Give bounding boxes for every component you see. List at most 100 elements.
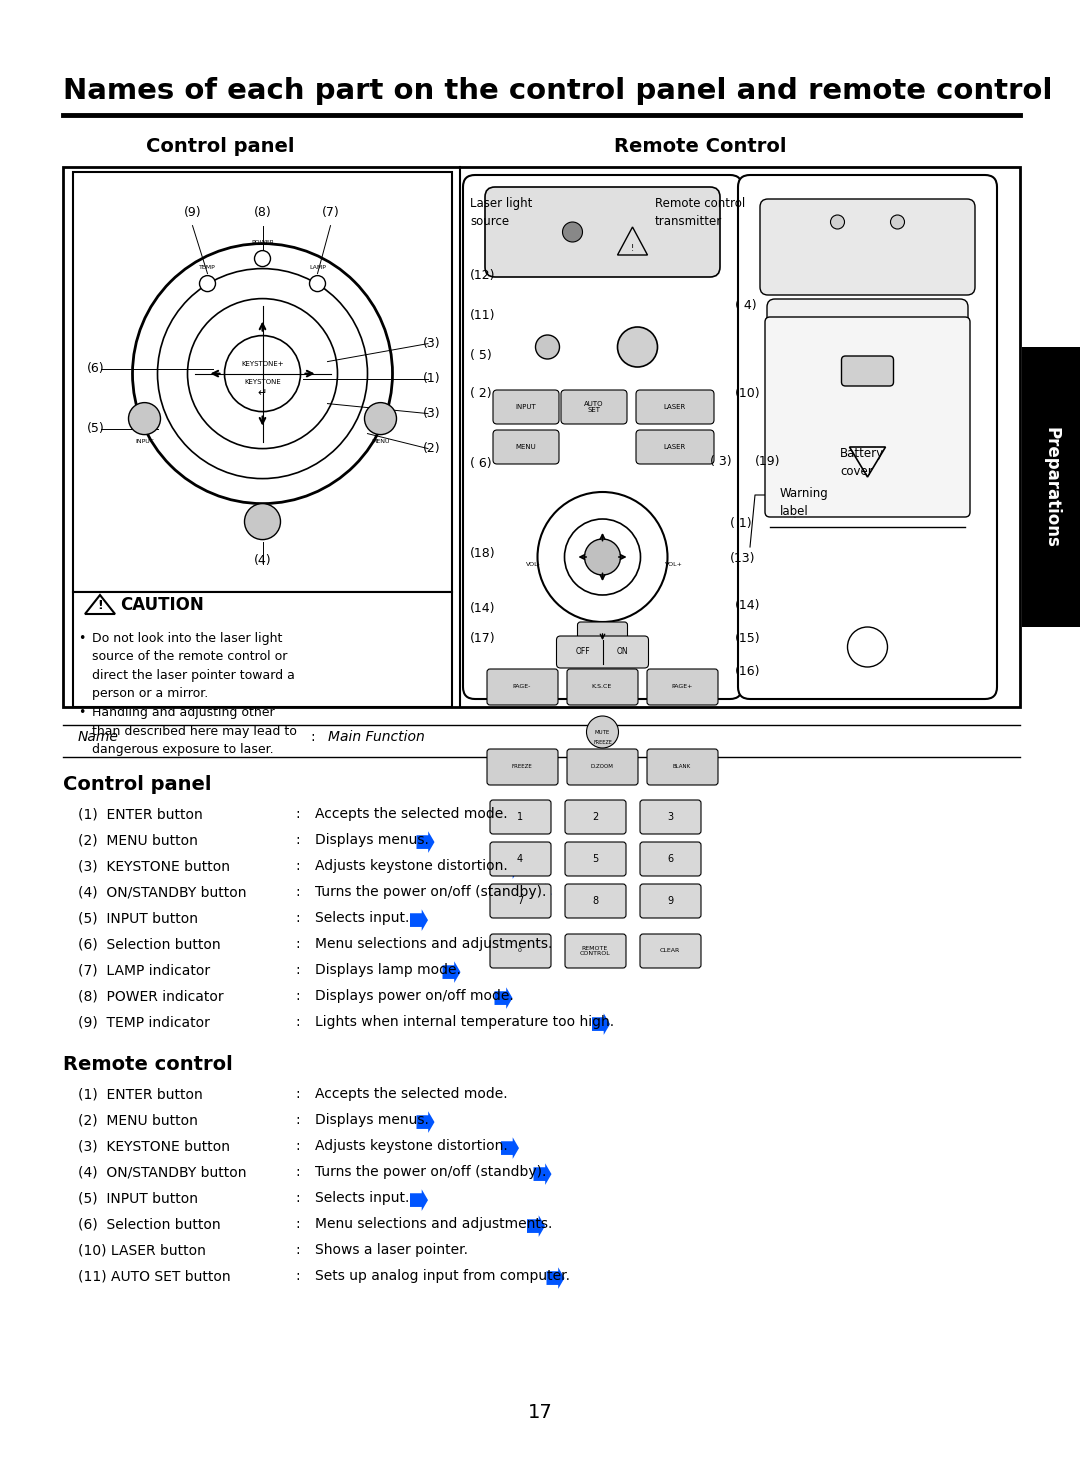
Text: 3: 3 xyxy=(667,813,673,822)
Text: ↵: ↵ xyxy=(258,389,267,399)
Text: LASER: LASER xyxy=(664,403,686,409)
FancyBboxPatch shape xyxy=(561,390,627,424)
Circle shape xyxy=(365,402,396,434)
FancyBboxPatch shape xyxy=(463,175,742,698)
Text: ( 1): ( 1) xyxy=(730,516,752,530)
Text: (1)  ENTER button: (1) ENTER button xyxy=(78,1087,203,1102)
FancyBboxPatch shape xyxy=(490,842,551,876)
Text: ( 5): ( 5) xyxy=(470,349,491,362)
Text: INPUT: INPUT xyxy=(135,439,153,443)
Text: :: : xyxy=(295,1113,299,1127)
Polygon shape xyxy=(534,1163,552,1185)
Bar xyxy=(63,167,1020,707)
Text: Remote control: Remote control xyxy=(63,1055,233,1074)
Text: (17): (17) xyxy=(470,632,496,645)
Text: !: ! xyxy=(631,244,634,252)
Text: MENU: MENU xyxy=(515,445,537,450)
Text: •: • xyxy=(78,632,85,645)
Text: :: : xyxy=(310,731,314,744)
Text: (3): (3) xyxy=(422,337,440,351)
Text: KEYSTONE: KEYSTONE xyxy=(244,378,281,384)
Text: (7): (7) xyxy=(322,205,339,219)
Text: (14): (14) xyxy=(735,599,760,612)
FancyBboxPatch shape xyxy=(841,356,893,386)
Text: CAUTION: CAUTION xyxy=(120,596,204,615)
Text: !: ! xyxy=(97,599,103,612)
Text: (11) AUTO SET button: (11) AUTO SET button xyxy=(78,1269,231,1284)
Text: ( 4): ( 4) xyxy=(735,299,757,312)
Text: :: : xyxy=(295,911,299,926)
Text: TEMP: TEMP xyxy=(199,264,216,270)
Text: (5)  INPUT button: (5) INPUT button xyxy=(78,911,198,926)
Polygon shape xyxy=(410,910,428,932)
Polygon shape xyxy=(546,1267,565,1289)
FancyBboxPatch shape xyxy=(567,750,638,785)
Text: :: : xyxy=(295,833,299,846)
Bar xyxy=(1022,348,1080,626)
Polygon shape xyxy=(495,987,513,1009)
Text: Accepts the selected mode.: Accepts the selected mode. xyxy=(315,807,508,822)
FancyBboxPatch shape xyxy=(487,669,558,706)
FancyBboxPatch shape xyxy=(490,885,551,918)
Text: (1): (1) xyxy=(422,373,440,386)
Text: :: : xyxy=(295,1218,299,1231)
Text: (3)  KEYSTONE button: (3) KEYSTONE button xyxy=(78,860,230,873)
Text: Turns the power on/off (standby).: Turns the power on/off (standby). xyxy=(315,1165,546,1179)
FancyBboxPatch shape xyxy=(492,430,559,464)
Text: :: : xyxy=(295,860,299,873)
Text: 0: 0 xyxy=(518,949,522,954)
Text: Battery: Battery xyxy=(840,447,885,461)
Text: Selects input.: Selects input. xyxy=(315,911,409,926)
Polygon shape xyxy=(534,883,552,905)
Text: direct the laser pointer toward a: direct the laser pointer toward a xyxy=(92,669,295,682)
Text: :: : xyxy=(295,1165,299,1179)
FancyBboxPatch shape xyxy=(565,800,626,835)
Text: (14): (14) xyxy=(470,601,496,615)
Text: (4)  ON/STANDBY button: (4) ON/STANDBY button xyxy=(78,885,246,899)
Text: Handling and adjusting other: Handling and adjusting other xyxy=(92,706,274,719)
Text: Lights when internal temperature too high.: Lights when internal temperature too hig… xyxy=(315,1015,615,1028)
Text: (6)  Selection button: (6) Selection button xyxy=(78,1218,220,1231)
Text: 5: 5 xyxy=(592,854,598,864)
FancyBboxPatch shape xyxy=(738,175,997,698)
Text: (9): (9) xyxy=(184,205,201,219)
Text: (3): (3) xyxy=(422,408,440,420)
Text: Laser light: Laser light xyxy=(470,197,532,210)
FancyBboxPatch shape xyxy=(556,637,648,667)
Circle shape xyxy=(586,716,619,748)
Text: 9: 9 xyxy=(667,896,673,907)
Text: 6: 6 xyxy=(667,854,673,864)
Text: Adjusts keystone distortion.: Adjusts keystone distortion. xyxy=(315,1138,508,1153)
FancyBboxPatch shape xyxy=(565,934,626,968)
Text: source of the remote control or: source of the remote control or xyxy=(92,650,287,663)
Text: (10): (10) xyxy=(735,387,760,400)
Text: 1: 1 xyxy=(517,813,523,822)
Text: (1)  ENTER button: (1) ENTER button xyxy=(78,807,203,822)
Text: ( 2): ( 2) xyxy=(470,387,491,400)
Text: (2)  MENU button: (2) MENU button xyxy=(78,1113,198,1127)
Text: Control panel: Control panel xyxy=(63,775,212,794)
Text: (4)  ON/STANDBY button: (4) ON/STANDBY button xyxy=(78,1165,246,1179)
Text: (19): (19) xyxy=(755,455,781,468)
Text: :: : xyxy=(295,1243,299,1257)
Text: Remote Control: Remote Control xyxy=(613,136,786,156)
Text: (8): (8) xyxy=(254,205,271,219)
Text: VOL+: VOL+ xyxy=(664,562,683,568)
FancyBboxPatch shape xyxy=(487,750,558,785)
Circle shape xyxy=(310,276,325,292)
Circle shape xyxy=(255,251,270,267)
Circle shape xyxy=(831,216,845,229)
Text: MUTE: MUTE xyxy=(595,729,610,735)
Circle shape xyxy=(584,538,621,575)
Text: (5)  INPUT button: (5) INPUT button xyxy=(78,1191,198,1204)
Circle shape xyxy=(129,402,161,434)
FancyBboxPatch shape xyxy=(647,669,718,706)
Text: REMOTE
CONTROL: REMOTE CONTROL xyxy=(580,946,610,956)
Text: LASER: LASER xyxy=(664,445,686,450)
FancyBboxPatch shape xyxy=(485,186,720,277)
Text: Accepts the selected mode.: Accepts the selected mode. xyxy=(315,1087,508,1102)
FancyBboxPatch shape xyxy=(640,842,701,876)
Text: ( 3): ( 3) xyxy=(710,455,731,468)
Text: Turns the power on/off (standby).: Turns the power on/off (standby). xyxy=(315,885,546,899)
Text: source: source xyxy=(470,216,509,227)
